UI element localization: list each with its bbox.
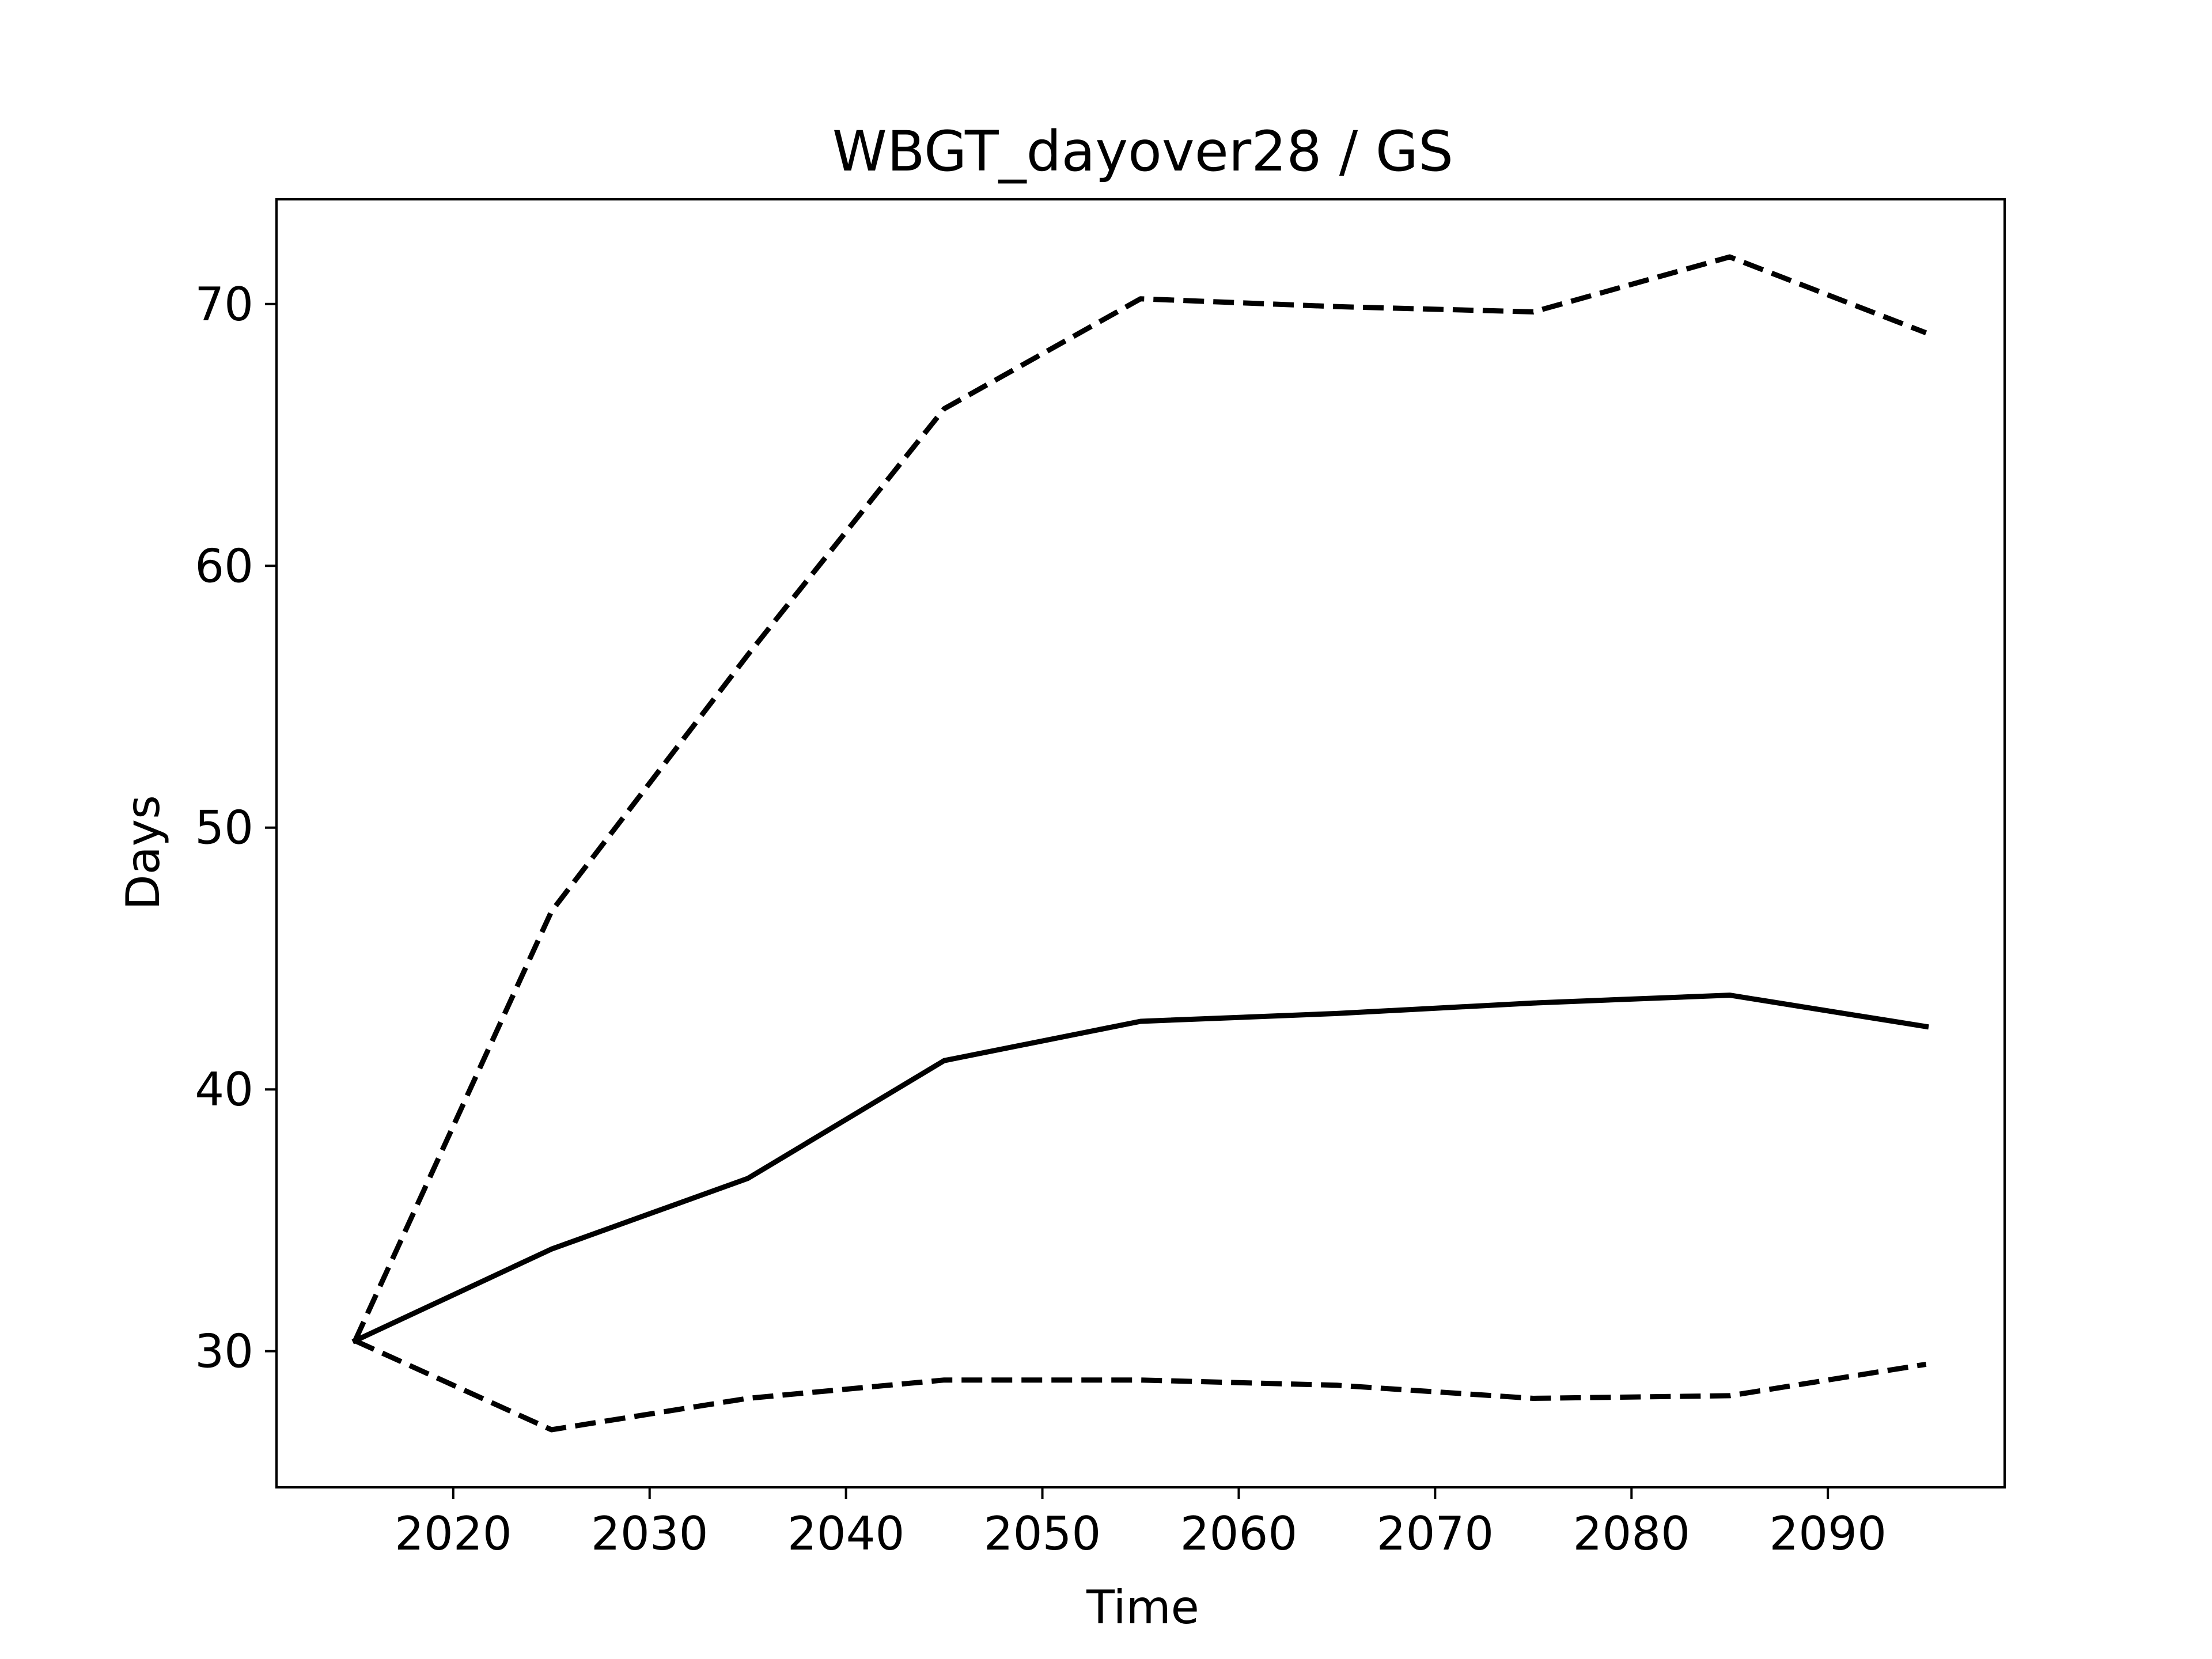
series-line-1-solid	[351, 993, 1929, 1344]
x-tick-label: 2090	[1769, 1507, 1887, 1560]
x-tick-label: 2060	[1180, 1507, 1298, 1560]
y-tick-label: 30	[195, 1325, 253, 1378]
chart-title: WBGT_dayover28 / GS	[832, 119, 1453, 184]
y-tick-label: 70	[195, 278, 253, 331]
series-line-3-dashed	[354, 1338, 1927, 1433]
x-tick-label: 2050	[984, 1507, 1101, 1560]
series-line-2-dashed	[353, 254, 1927, 1342]
x-tick-label: 2020	[395, 1507, 512, 1560]
y-axis-label: Days	[116, 795, 170, 910]
x-tick-label: 2080	[1573, 1507, 1690, 1560]
y-tick-label: 60	[195, 539, 253, 593]
x-tick-label: 2030	[591, 1507, 709, 1560]
plot-area	[351, 254, 1929, 1433]
x-axis-label: Time	[1086, 1581, 1199, 1634]
y-tick-label: 40	[195, 1063, 253, 1116]
x-tick-label: 2070	[1377, 1507, 1494, 1560]
x-tick-label: 2040	[787, 1507, 905, 1560]
y-tick-label: 50	[195, 801, 253, 855]
plot-frame	[275, 198, 2006, 1488]
